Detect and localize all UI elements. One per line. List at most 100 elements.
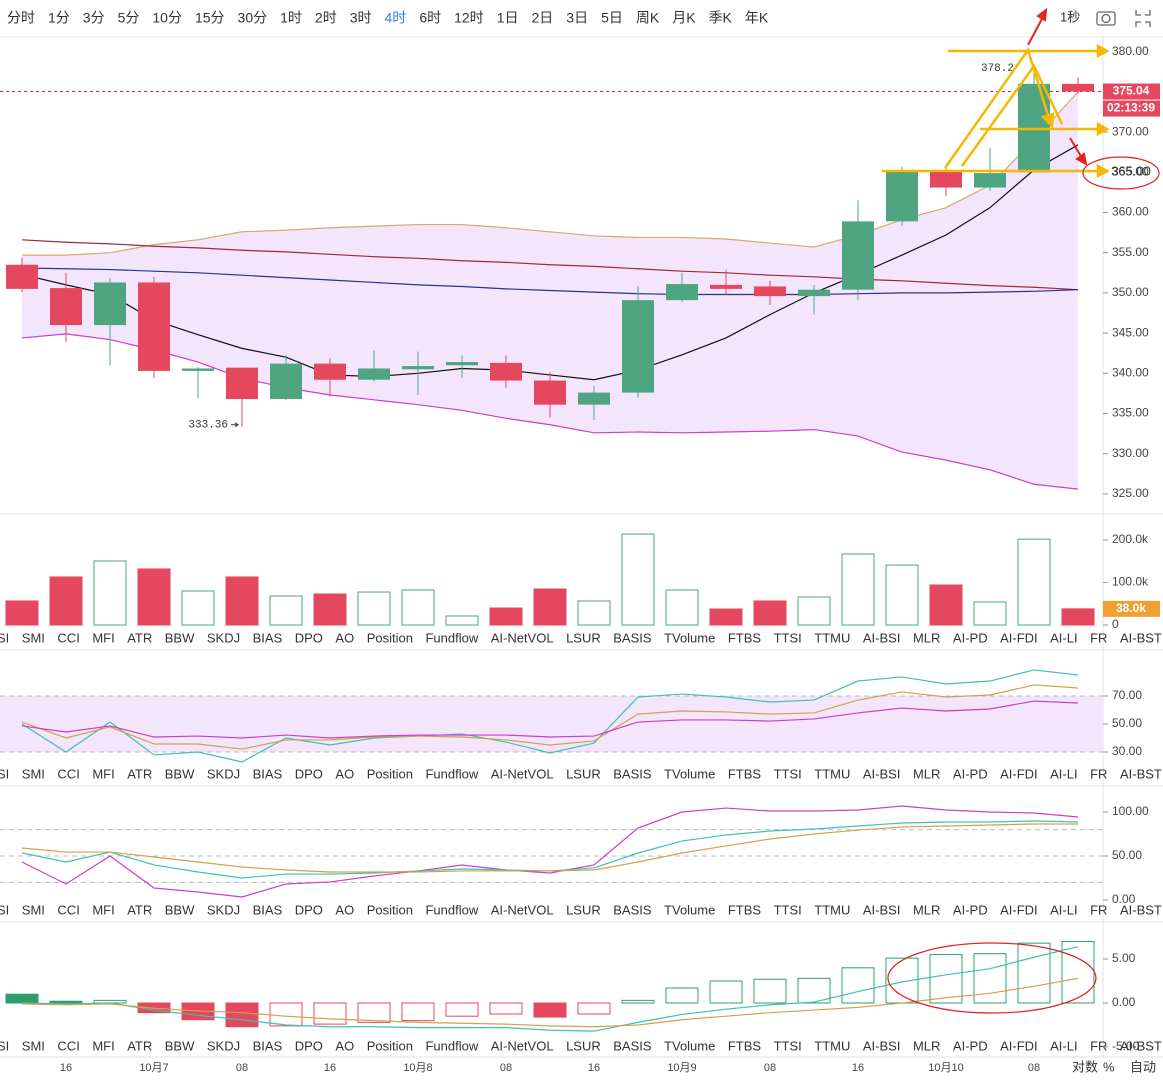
indicator-tab[interactable]: AI-FDI	[1000, 1038, 1038, 1053]
indicator-tab[interactable]: BBW	[165, 1038, 195, 1053]
indicator-tab[interactable]: BBW	[165, 902, 195, 917]
interval-tab[interactable]: 3日	[566, 10, 588, 26]
indicator-tab[interactable]: Position	[367, 1038, 413, 1053]
indicator-tab[interactable]: AI-LI	[1050, 1038, 1077, 1053]
indicator-tab[interactable]: ATR	[127, 766, 152, 781]
indicator-tab[interactable]: AI-LI	[1050, 630, 1077, 645]
indicator-tab[interactable]: MFI	[92, 630, 114, 645]
indicator-tab[interactable]: BIAS	[253, 630, 283, 645]
indicator-tab[interactable]: SI	[0, 630, 9, 645]
indicator-tab[interactable]: AO	[335, 630, 354, 645]
interval-tab[interactable]: 2日	[531, 10, 553, 26]
indicator-tab[interactable]: ATR	[127, 902, 152, 917]
interval-tab[interactable]: 季K	[709, 10, 733, 26]
indicator-tab[interactable]: AI-PD	[953, 902, 988, 917]
indicator-tab[interactable]: Fundflow	[425, 1038, 478, 1053]
indicator-tab[interactable]: BIAS	[253, 766, 283, 781]
indicator-tab[interactable]: AI-NetVOL	[491, 1038, 554, 1053]
indicator-tab[interactable]: TVolume	[664, 1038, 715, 1053]
indicator-tab[interactable]: TTMU	[814, 902, 850, 917]
indicator-tab[interactable]: LSUR	[566, 630, 601, 645]
indicator-tab[interactable]: SKDJ	[207, 1038, 240, 1053]
indicator-tab[interactable]: CCI	[57, 902, 79, 917]
indicator-tab[interactable]: AI-BSI	[863, 1038, 901, 1053]
interval-tab[interactable]: 分时	[7, 10, 35, 26]
indicator-tab[interactable]: AI-BST	[1120, 1038, 1162, 1053]
indicator-tab[interactable]: BASIS	[613, 630, 652, 645]
indicator-tab[interactable]: DPO	[295, 766, 323, 781]
indicator-tab[interactable]: FTBS	[728, 902, 762, 917]
indicator-tab[interactable]: FR	[1090, 1038, 1107, 1053]
indicator-tab[interactable]: AI-NetVOL	[491, 902, 554, 917]
indicator-tab[interactable]: SI	[0, 1038, 9, 1053]
indicator-tab[interactable]: Fundflow	[425, 630, 478, 645]
indicator-tab[interactable]: MLR	[913, 902, 940, 917]
indicator-tab[interactable]: TVolume	[664, 902, 715, 917]
indicator-tab[interactable]: ATR	[127, 1038, 152, 1053]
interval-tab[interactable]: 2时	[315, 10, 337, 26]
interval-tab[interactable]: 5日	[601, 10, 623, 26]
interval-tab[interactable]: 6时	[419, 10, 441, 26]
indicator-tab[interactable]: AI-PD	[953, 766, 988, 781]
indicator-tab[interactable]: CCI	[57, 630, 79, 645]
indicator-tab[interactable]: DPO	[295, 1038, 323, 1053]
indicator-tab[interactable]: FR	[1090, 902, 1107, 917]
scale-option[interactable]: %	[1103, 1059, 1115, 1074]
indicator-tab[interactable]: SMI	[22, 1038, 45, 1053]
indicator-tab[interactable]: MFI	[92, 902, 114, 917]
indicator-tab[interactable]: BASIS	[613, 902, 652, 917]
indicator-tab[interactable]: AI-BST	[1120, 630, 1162, 645]
indicator-tab[interactable]: DPO	[295, 902, 323, 917]
indicator-tab[interactable]: LSUR	[566, 1038, 601, 1053]
refresh-rate[interactable]: 1秒	[1060, 9, 1080, 24]
indicator-tab[interactable]: SI	[0, 766, 9, 781]
indicator-tab[interactable]: MFI	[92, 1038, 114, 1053]
indicator-tab[interactable]: CCI	[57, 766, 79, 781]
indicator-tab[interactable]: FR	[1090, 766, 1107, 781]
indicator-tab[interactable]: BIAS	[253, 902, 283, 917]
interval-tab[interactable]: 月K	[672, 10, 696, 26]
interval-tab[interactable]: 1分	[48, 10, 70, 26]
indicator-tab[interactable]: AI-LI	[1050, 902, 1077, 917]
indicator-tab[interactable]: TTMU	[814, 766, 850, 781]
indicator-tab[interactable]: AI-PD	[953, 1038, 988, 1053]
interval-tab[interactable]: 10分	[152, 10, 182, 26]
indicator-tab[interactable]: SKDJ	[207, 766, 240, 781]
indicator-tab[interactable]: AI-PD	[953, 630, 988, 645]
indicator-tab[interactable]: TTSI	[774, 902, 802, 917]
indicator-tab[interactable]: TVolume	[664, 766, 715, 781]
indicator-tab[interactable]: BASIS	[613, 1038, 652, 1053]
indicator-tab[interactable]: TTMU	[814, 1038, 850, 1053]
indicator-tab[interactable]: SI	[0, 902, 9, 917]
indicator-tab[interactable]: SMI	[22, 902, 45, 917]
indicator-tab[interactable]: AI-BST	[1120, 902, 1162, 917]
indicator-tab[interactable]: SMI	[22, 766, 45, 781]
indicator-tab[interactable]: LSUR	[566, 902, 601, 917]
indicator-tab[interactable]: AO	[335, 1038, 354, 1053]
indicator-tab[interactable]: Fundflow	[425, 766, 478, 781]
indicator-tab[interactable]: FTBS	[728, 766, 762, 781]
indicator-tab[interactable]: TTSI	[774, 766, 802, 781]
indicator-tab[interactable]: AI-FDI	[1000, 766, 1038, 781]
interval-tab[interactable]: 4时	[385, 10, 407, 26]
toolbar-icons[interactable]	[1096, 10, 1151, 27]
indicator-tab[interactable]: AI-BSI	[863, 902, 901, 917]
indicator-tab[interactable]: AI-FDI	[1000, 902, 1038, 917]
indicator-tab[interactable]: LSUR	[566, 766, 601, 781]
indicator-tab[interactable]: BBW	[165, 766, 195, 781]
interval-tab[interactable]: 5分	[118, 10, 140, 26]
interval-tab[interactable]: 1日	[497, 10, 519, 26]
indicator-tab[interactable]: MLR	[913, 766, 940, 781]
indicator-tab[interactable]: BIAS	[253, 1038, 283, 1053]
interval-tab[interactable]: 年K	[745, 10, 769, 26]
interval-tab[interactable]: 周K	[636, 10, 660, 26]
indicator-tab[interactable]: DPO	[295, 630, 323, 645]
indicator-tab[interactable]: AO	[335, 902, 354, 917]
indicator-tab[interactable]: Position	[367, 766, 413, 781]
indicator-tab[interactable]: AI-FDI	[1000, 630, 1038, 645]
indicator-tab[interactable]: Position	[367, 630, 413, 645]
indicator-tab[interactable]: FTBS	[728, 630, 762, 645]
indicator-tab[interactable]: MLR	[913, 1038, 940, 1053]
indicator-tab[interactable]: TTSI	[774, 1038, 802, 1053]
interval-tab[interactable]: 3时	[350, 10, 372, 26]
